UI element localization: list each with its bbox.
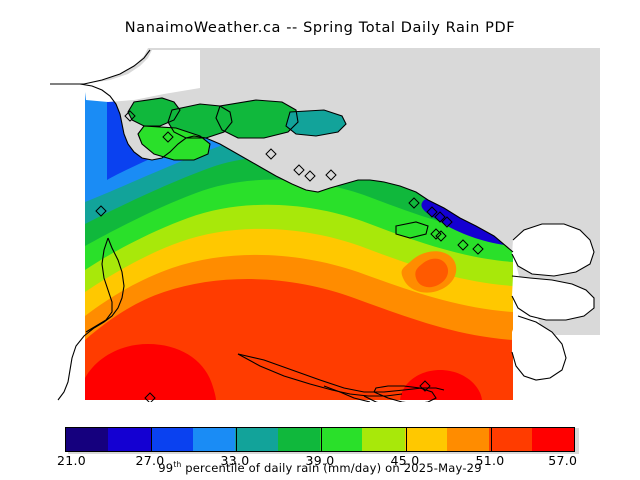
colorbar-tick-39.0: 39.0 <box>305 453 335 468</box>
station-marker[interactable] <box>304 170 316 182</box>
coastline-layer <box>50 49 595 402</box>
colorbar-band-3 <box>192 428 236 451</box>
colorbar-band-0 <box>66 428 109 451</box>
colorbar-band-10 <box>489 428 532 451</box>
colorbar-tick-divider-4 <box>236 428 237 451</box>
colorbar-band-9 <box>446 428 490 451</box>
map-panel[interactable] <box>24 40 600 402</box>
caption-percentile-number: 99 <box>158 460 174 475</box>
station-marker[interactable] <box>435 230 447 242</box>
colorbar-caption: 99th percentile of daily rain (mm/day) o… <box>0 460 640 475</box>
colorbar-tick-divider-2 <box>151 428 152 451</box>
colorbar-tick-27.0: 27.0 <box>135 453 165 468</box>
colorbar-tick-45.0: 45.0 <box>390 453 420 468</box>
colorbar-band-11 <box>531 428 574 451</box>
colorbar-tick-57.0: 57.0 <box>548 453 578 468</box>
colorbar-band-5 <box>277 428 320 451</box>
colorbar-band-1 <box>108 428 151 451</box>
station-marker[interactable] <box>162 131 174 143</box>
colorbar-tick-divider-6 <box>321 428 322 451</box>
station-marker[interactable] <box>419 380 431 392</box>
colorbar-band-8 <box>404 428 447 451</box>
colorbar-tick-labels: 21.0 27.0 33.0 39.0 45.0 51.0 57.0 <box>0 453 640 469</box>
station-marker[interactable] <box>144 392 156 402</box>
station-marker[interactable] <box>293 164 305 176</box>
station-marker[interactable] <box>426 206 438 218</box>
caption-rest: percentile of daily rain (mm/day) on 202… <box>181 460 482 475</box>
station-marker[interactable] <box>434 211 446 223</box>
station-marker[interactable] <box>472 243 484 255</box>
colorbar-band-6 <box>319 428 363 451</box>
contour-map[interactable] <box>24 40 600 402</box>
station-marker[interactable] <box>124 110 136 122</box>
page-title: NanaimoWeather.ca -- Spring Total Daily … <box>124 20 516 36</box>
colorbar-band-2 <box>150 428 193 451</box>
colorbar-tick-51.0: 51.0 <box>475 453 505 468</box>
colorbar-tick-divider-10 <box>491 428 492 451</box>
station-marker[interactable] <box>408 197 420 209</box>
land-mask-layer <box>24 40 600 380</box>
station-marker[interactable] <box>457 239 469 251</box>
station-marker[interactable] <box>95 205 107 217</box>
colorbar-tick-divider-8 <box>406 428 407 451</box>
colorbar[interactable] <box>65 427 575 452</box>
colorbar-band-7 <box>362 428 405 451</box>
station-marker-layer[interactable] <box>95 110 484 402</box>
caption-superscript: th <box>173 460 182 469</box>
colorbar-band-4 <box>235 428 278 451</box>
colorbar-tick-21.0: 21.0 <box>57 453 87 468</box>
station-marker[interactable] <box>265 148 277 160</box>
station-marker[interactable] <box>325 169 337 181</box>
colorbar-tick-33.0: 33.0 <box>220 453 250 468</box>
station-marker[interactable] <box>441 216 453 228</box>
